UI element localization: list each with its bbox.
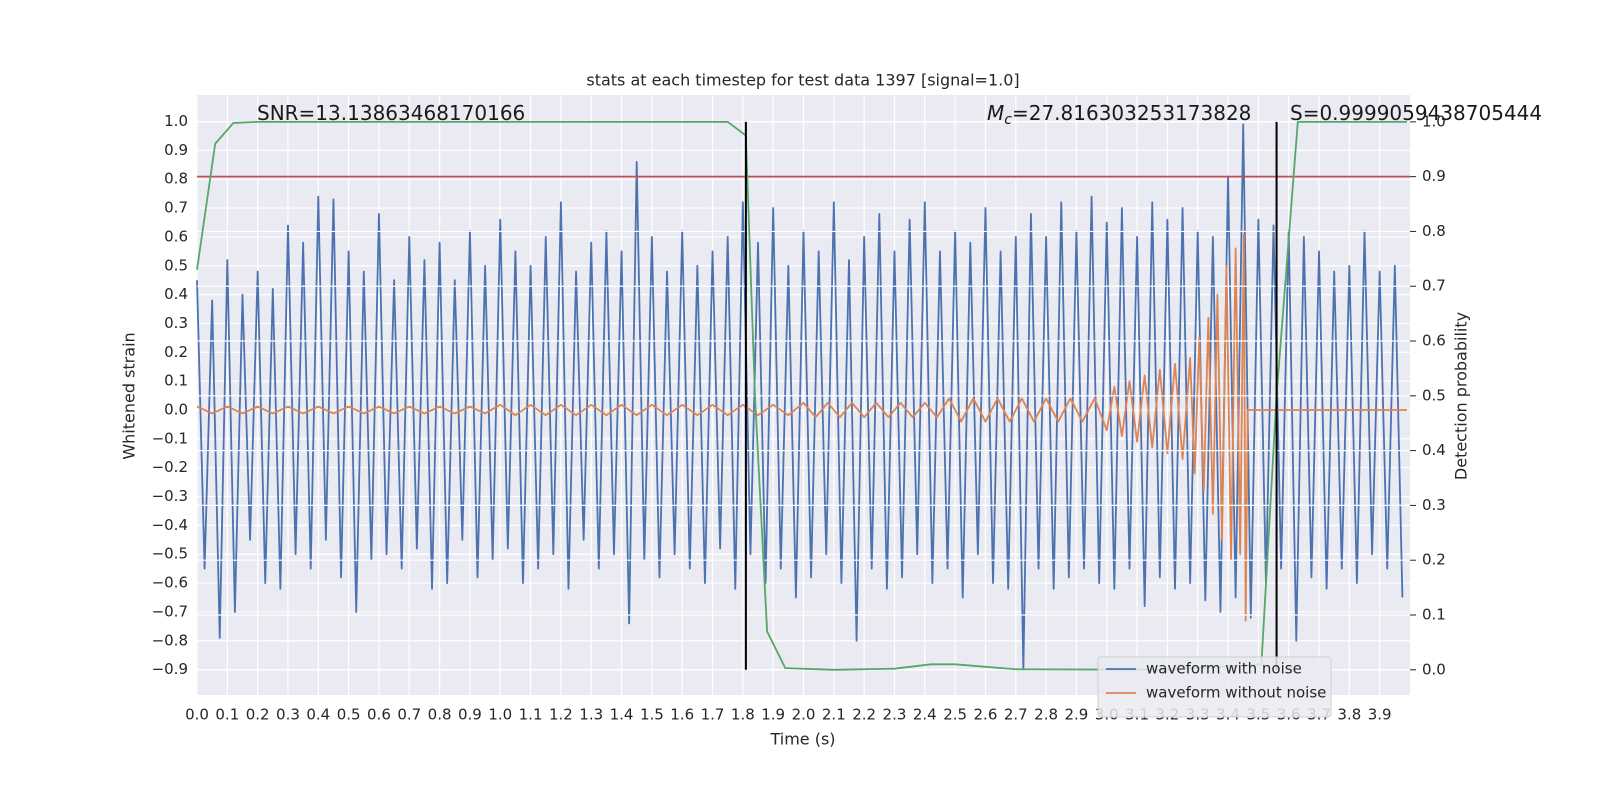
y-tick-label: 0.8 (164, 170, 188, 188)
annotation-symbol: M (987, 101, 1004, 125)
x-tick-label: 0.9 (458, 706, 482, 724)
x-axis-label: Time (s) (769, 730, 835, 749)
x-tick-label: 1.4 (610, 706, 634, 724)
y-tick-label: −0.2 (152, 458, 188, 476)
y2-tick-label: 0.2 (1422, 551, 1446, 569)
x-tick-label: 2.2 (852, 706, 876, 724)
x-tick-label: 0.1 (215, 706, 239, 724)
legend-label: waveform without noise (1146, 684, 1326, 702)
x-tick-label: 1.5 (640, 706, 664, 724)
x-tick-label: 2.7 (1004, 706, 1028, 724)
y2-tick-label: 1.0 (1422, 112, 1446, 130)
annotation-text: SNR=13.13863468170166 (257, 101, 525, 125)
annotation-subscript: c (1004, 112, 1012, 128)
x-tick-label: 2.1 (822, 706, 846, 724)
x-tick-label: 2.4 (913, 706, 937, 724)
x-tick-label: 0.2 (246, 706, 270, 724)
y-tick-label: −0.4 (152, 516, 188, 534)
x-tick-label: 2.0 (792, 706, 816, 724)
y-tick-label: 0.0 (164, 401, 188, 419)
y-tick-label: 0.7 (164, 199, 188, 217)
y-tick-label: −0.6 (152, 574, 188, 592)
x-tick-label: 2.3 (883, 706, 907, 724)
y2-tick-label: 0.8 (1422, 222, 1446, 240)
y-tick-label: 0.3 (164, 314, 188, 332)
x-tick-label: 1.3 (579, 706, 603, 724)
x-tick-label: 0.8 (428, 706, 452, 724)
y-tick-label: 0.2 (164, 343, 188, 361)
annotation: SNR=13.13863468170166 (257, 101, 525, 125)
x-tick-label: 0.3 (276, 706, 300, 724)
y-tick-label: 0.5 (164, 256, 188, 274)
y2-tick-label: 0.4 (1422, 441, 1446, 459)
x-tick-label: 0.6 (367, 706, 391, 724)
annotation-text: S=0.9999059438705444 (1290, 101, 1542, 125)
y2-tick-label: 0.1 (1422, 606, 1446, 624)
x-tick-label: 1.1 (519, 706, 543, 724)
y-tick-label: 0.4 (164, 285, 188, 303)
y-tick-label: −0.5 (152, 545, 188, 563)
x-tick-label: 1.9 (761, 706, 785, 724)
y-tick-label: 1.0 (164, 112, 188, 130)
x-tick-label: 1.7 (701, 706, 725, 724)
series-line (196, 233, 1407, 622)
y-axis-label: Whitened strain (120, 332, 139, 459)
y2-tick-label: 0.9 (1422, 167, 1446, 185)
y2-tick-label: 0.7 (1422, 277, 1446, 295)
y-tick-label: −0.3 (152, 487, 188, 505)
x-tick-label: 2.6 (974, 706, 998, 724)
annotation-text: =27.816303253173828 (1012, 101, 1251, 125)
y2-tick-label: 0.0 (1422, 660, 1446, 678)
y-tick-label: −0.9 (152, 660, 188, 678)
x-tick-label: 3.8 (1337, 706, 1361, 724)
x-tick-label: 2.9 (1064, 706, 1088, 724)
y-tick-label: −0.8 (152, 631, 188, 649)
x-tick-label: 0.0 (185, 706, 209, 724)
chart-title: stats at each timestep for test data 139… (586, 71, 1019, 90)
y-tick-label: 0.6 (164, 227, 188, 245)
y2-tick-label: 0.3 (1422, 496, 1446, 514)
annotation: S=0.9999059438705444 (1290, 101, 1542, 125)
x-tick-label: 2.5 (943, 706, 967, 724)
x-tick-label: 0.4 (306, 706, 330, 724)
x-tick-label: 0.5 (337, 706, 361, 724)
y2-tick-label: 0.6 (1422, 332, 1446, 350)
x-tick-label: 1.6 (670, 706, 694, 724)
x-tick-label: 1.2 (549, 706, 573, 724)
x-tick-label: 0.7 (397, 706, 421, 724)
y2-tick-label: 0.5 (1422, 386, 1446, 404)
x-tick-label: 1.8 (731, 706, 755, 724)
x-tick-label: 3.9 (1368, 706, 1392, 724)
y-tick-label: −0.1 (152, 429, 188, 447)
legend-label: waveform with noise (1146, 660, 1302, 678)
x-tick-label: 1.0 (488, 706, 512, 724)
y-tick-label: 0.1 (164, 372, 188, 390)
x-tick-label: 2.8 (1034, 706, 1058, 724)
legend-box (1097, 656, 1332, 718)
y-tick-label: 0.9 (164, 141, 188, 159)
y-tick-label: −0.7 (152, 602, 188, 620)
annotation: Mc=27.816303253173828 (987, 101, 1251, 129)
y2-axis-label: Detection probability (1452, 312, 1471, 480)
